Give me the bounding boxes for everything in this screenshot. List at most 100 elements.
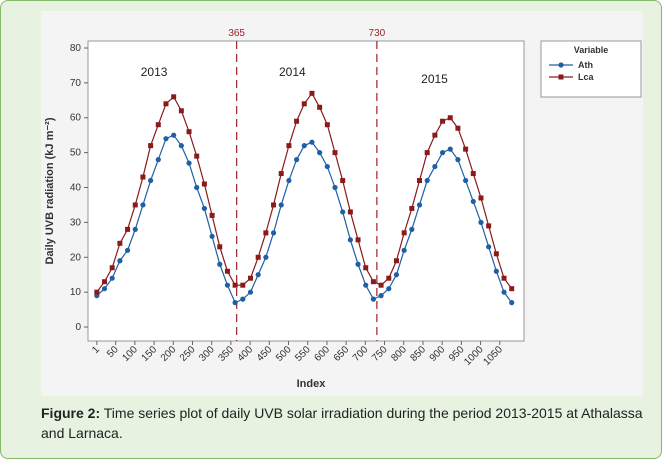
point — [247, 275, 253, 281]
point — [440, 118, 446, 124]
point — [355, 261, 361, 267]
point — [286, 143, 292, 149]
point — [424, 177, 430, 184]
point — [240, 296, 246, 302]
point — [109, 265, 115, 271]
point — [94, 289, 100, 295]
point — [416, 202, 423, 208]
point — [463, 177, 469, 184]
point — [309, 139, 315, 145]
point — [447, 146, 453, 152]
point — [363, 265, 369, 271]
point — [255, 254, 261, 260]
point — [163, 136, 169, 142]
point — [432, 132, 438, 138]
point — [378, 282, 384, 288]
point — [332, 150, 338, 156]
point — [463, 146, 469, 152]
point — [271, 202, 277, 208]
point — [470, 171, 476, 177]
point — [117, 240, 123, 246]
point — [378, 293, 384, 299]
point — [347, 209, 353, 215]
year-annotation: 2013 — [141, 65, 168, 79]
point — [194, 153, 200, 159]
point — [401, 230, 407, 236]
point — [293, 157, 300, 163]
point — [363, 282, 369, 288]
y-axis-label: Daily UVB radiation (kJ m⁻²) — [44, 117, 56, 264]
y-tick-label: 30 — [70, 217, 82, 228]
caption-text: Time series plot of daily UVB solar irra… — [41, 405, 643, 441]
point — [178, 108, 184, 114]
legend-label: Lca — [578, 72, 595, 82]
point — [224, 268, 230, 274]
point — [109, 275, 115, 281]
point — [340, 178, 346, 184]
caption: Figure 2: Time series plot of daily UVB … — [41, 403, 643, 443]
point — [486, 223, 492, 229]
point — [455, 157, 461, 163]
point — [439, 150, 446, 156]
point — [201, 181, 207, 187]
point — [478, 195, 484, 201]
point — [155, 157, 161, 163]
point — [101, 286, 108, 292]
point — [324, 122, 330, 128]
point — [217, 261, 223, 267]
point — [478, 219, 484, 225]
point — [224, 282, 231, 288]
point — [509, 300, 515, 306]
point — [186, 129, 192, 135]
reference-label: 730 — [369, 28, 386, 39]
point — [370, 279, 376, 285]
point — [255, 272, 261, 278]
point — [393, 258, 399, 264]
point — [102, 279, 108, 285]
point — [493, 268, 499, 274]
point — [417, 178, 423, 184]
point — [209, 233, 215, 239]
point — [278, 202, 284, 208]
point — [386, 286, 392, 292]
point — [148, 177, 154, 184]
x-axis-label: Index — [297, 378, 327, 390]
point — [217, 244, 223, 250]
y-tick-label: 80 — [70, 43, 82, 54]
point — [209, 212, 215, 218]
chart: Index Daily UVB radiation (kJ m⁻²) Varia… — [41, 11, 643, 396]
point — [178, 143, 184, 149]
point — [324, 163, 330, 170]
point — [194, 184, 200, 191]
point — [263, 254, 269, 260]
y-tick-label: 70 — [70, 78, 82, 89]
point — [140, 174, 146, 180]
point — [301, 101, 307, 107]
point — [125, 226, 131, 232]
legend-box — [540, 40, 642, 98]
point — [294, 118, 300, 124]
point — [171, 132, 177, 138]
point — [263, 230, 269, 236]
point — [332, 184, 338, 191]
point — [501, 289, 507, 295]
point — [501, 275, 507, 281]
point — [493, 251, 499, 257]
point — [232, 282, 238, 288]
point — [240, 282, 246, 288]
y-tick-label: 0 — [75, 322, 81, 333]
year-annotation: 2014 — [279, 65, 306, 79]
point — [247, 289, 254, 295]
y-tick-label: 60 — [70, 113, 82, 124]
point — [317, 104, 323, 110]
point — [148, 143, 154, 149]
year-annotation: 2015 — [421, 72, 448, 86]
point — [270, 230, 277, 236]
y-tick-label: 40 — [70, 183, 82, 194]
caption-label: Figure 2: — [41, 405, 101, 421]
point — [309, 90, 315, 96]
y-tick-label: 10 — [70, 287, 82, 298]
point — [401, 247, 407, 253]
legend-marker — [558, 74, 564, 80]
